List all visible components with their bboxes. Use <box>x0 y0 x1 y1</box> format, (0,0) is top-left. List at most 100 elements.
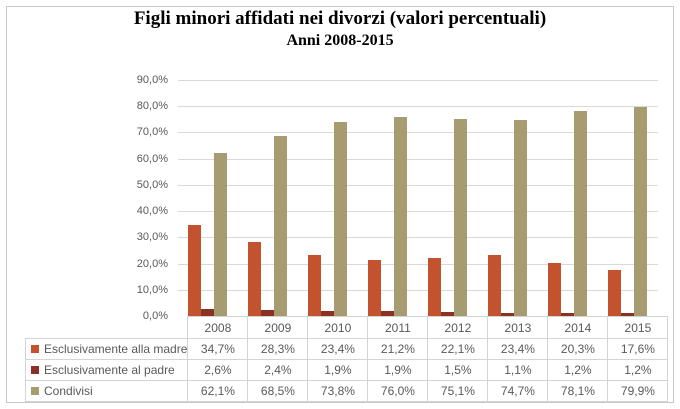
chart-border-frame <box>6 6 674 403</box>
table-value-cell: 22,1% <box>427 338 489 360</box>
gridline <box>178 158 658 160</box>
legend-label: Condivisi <box>44 384 93 398</box>
legend-key-icon <box>31 366 39 374</box>
table-value-cell: 23,4% <box>487 338 549 360</box>
table-value-cell: 1,9% <box>367 359 429 381</box>
x-axis-category-cell: 2008 <box>187 316 249 339</box>
bar-esclusivamente-al-padre-2009 <box>261 309 274 316</box>
gridline <box>178 106 658 108</box>
bar-condivisi-2014 <box>574 111 587 316</box>
bar-esclusivamente-alla-madre-2015 <box>608 269 621 316</box>
bar-esclusivamente-alla-madre-2012 <box>428 258 441 316</box>
gridline <box>178 211 658 213</box>
table-value-cell: 1,2% <box>607 359 669 381</box>
bar-esclusivamente-al-padre-2013 <box>501 313 514 316</box>
plot-area <box>178 80 658 316</box>
table-value-cell: 34,7% <box>187 338 249 360</box>
y-axis-tick-label: 60,0% <box>136 152 168 165</box>
table-value-cell: 79,9% <box>607 380 669 402</box>
x-axis-category-cell: 2014 <box>547 316 609 339</box>
bar-esclusivamente-al-padre-2014 <box>561 312 574 316</box>
gridline <box>178 237 658 239</box>
bar-esclusivamente-al-padre-2015 <box>621 312 634 316</box>
table-value-cell: 1,2% <box>547 359 609 381</box>
bar-condivisi-2015 <box>634 106 647 316</box>
x-axis-category-cell: 2012 <box>427 316 489 339</box>
bar-condivisi-2008 <box>214 153 227 316</box>
y-axis-tick-label: 0,0% <box>142 310 168 322</box>
bar-esclusivamente-alla-madre-2009 <box>248 241 261 316</box>
gridline <box>178 80 658 81</box>
legend-key-icon <box>31 387 39 395</box>
table-value-cell: 23,4% <box>307 338 369 360</box>
table-value-cell: 20,3% <box>547 338 609 360</box>
gridline <box>178 289 658 291</box>
bar-group-2008 <box>178 80 238 316</box>
gridline <box>178 263 658 265</box>
y-axis-tick-label: 30,0% <box>136 231 168 244</box>
bar-esclusivamente-alla-madre-2013 <box>488 254 501 316</box>
bar-condivisi-2012 <box>454 119 467 316</box>
bar-group-2010 <box>298 80 358 316</box>
legend-label: Esclusivamente alla madre <box>44 342 188 356</box>
table-row: Condivisi 62,1% 68,5% 73,8% 76,0% 75,1% 74,7% 7… <box>24 380 669 402</box>
legend-label: Esclusivamente al padre <box>44 363 175 377</box>
bar-condivisi-2011 <box>394 116 407 316</box>
gridline <box>178 132 658 134</box>
table-value-cell: 28,3% <box>247 338 309 360</box>
y-axis-tick-label: 70,0% <box>136 126 168 139</box>
gridline <box>178 184 658 186</box>
bar-group-2011 <box>358 80 418 316</box>
bar-condivisi-2010 <box>334 122 347 316</box>
data-table: 2008 2009 2010 2011 2012 2013 2014 2015 Esclusiv… <box>24 316 669 402</box>
legend-cell: Condivisi <box>24 380 189 402</box>
table-row: Esclusivamente alla madre 34,7% 28,3% 23,4%… <box>24 338 669 360</box>
bar-esclusivamente-alla-madre-2011 <box>368 260 381 316</box>
bar-esclusivamente-alla-madre-2010 <box>308 254 321 316</box>
bar-group-2013 <box>478 80 538 316</box>
bar-group-2014 <box>538 80 598 316</box>
chart-subtitle: Anni 2008-2015 <box>286 32 394 49</box>
bar-group-2009 <box>238 80 298 316</box>
table-value-cell: 68,5% <box>247 380 309 402</box>
y-axis-tick-label: 10,0% <box>136 283 168 296</box>
legend-key-icon <box>31 345 39 353</box>
table-row: Esclusivamente al padre 2,6% 2,4% 1,9% 1,9% 1… <box>24 359 669 381</box>
x-axis-category-cell: 2010 <box>307 316 369 339</box>
table-value-cell: 75,1% <box>427 380 489 402</box>
bar-condivisi-2009 <box>274 136 287 316</box>
chart-title: Figli minori affidati nei divorzi (valor… <box>133 8 547 29</box>
y-axis-tick-label: 20,0% <box>136 257 168 270</box>
y-axis-tick-label: 90,0% <box>136 74 168 86</box>
table-value-cell: 74,7% <box>487 380 549 402</box>
y-axis-tick-label: 80,0% <box>136 100 168 113</box>
x-axis-category-cell: 2009 <box>247 316 309 339</box>
x-axis-category-cell: 2015 <box>607 316 669 339</box>
bar-group-2015 <box>598 80 658 316</box>
y-axis-tick-label: 40,0% <box>136 205 168 218</box>
bar-esclusivamente-al-padre-2008 <box>201 309 214 316</box>
table-value-cell: 78,1% <box>547 380 609 402</box>
x-axis-category-row: 2008 2009 2010 2011 2012 2013 2014 2015 <box>26 316 669 339</box>
x-axis-category-cell: 2011 <box>367 316 429 339</box>
table-value-cell: 62,1% <box>187 380 249 402</box>
bar-esclusivamente-alla-madre-2014 <box>548 262 561 316</box>
table-value-cell: 73,8% <box>307 380 369 402</box>
table-value-cell: 17,6% <box>607 338 669 360</box>
table-value-cell: 2,4% <box>247 359 309 381</box>
table-value-cell: 1,1% <box>487 359 549 381</box>
bar-condivisi-2013 <box>514 120 527 316</box>
table-value-cell: 76,0% <box>367 380 429 402</box>
table-corner-cell <box>26 317 188 339</box>
table-value-cell: 1,5% <box>427 359 489 381</box>
table-value-cell: 21,2% <box>367 338 429 360</box>
bar-esclusivamente-al-padre-2011 <box>381 311 394 316</box>
x-axis-category-cell: 2013 <box>487 316 549 339</box>
y-axis-tick-label: 50,0% <box>136 178 168 191</box>
bar-group-2012 <box>418 80 478 316</box>
table-value-cell: 2,6% <box>187 359 249 381</box>
table-value-cell: 1,9% <box>307 359 369 381</box>
bar-esclusivamente-alla-madre-2008 <box>188 225 201 316</box>
bar-esclusivamente-al-padre-2012 <box>441 312 454 316</box>
